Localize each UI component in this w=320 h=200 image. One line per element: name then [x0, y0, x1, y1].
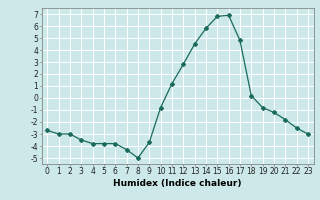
X-axis label: Humidex (Indice chaleur): Humidex (Indice chaleur): [113, 179, 242, 188]
